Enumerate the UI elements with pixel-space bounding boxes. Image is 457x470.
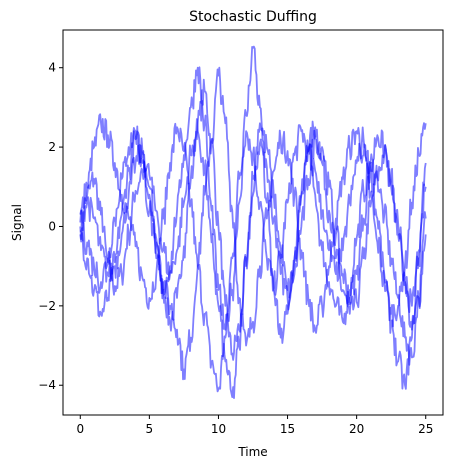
plot-area-frame	[62, 29, 444, 416]
y-tick-label: 4	[48, 61, 56, 75]
y-tick-label: 2	[48, 140, 56, 154]
x-tick-label: 20	[349, 422, 364, 436]
x-tick-label: 10	[211, 422, 226, 436]
x-tick-label: 25	[418, 422, 433, 436]
x-axis-ticks: 0 5 10 15 20 25	[76, 415, 433, 436]
y-tick-label: −4	[38, 378, 56, 392]
y-tick-label: 0	[48, 219, 56, 233]
y-axis-ticks: −4 −2 0 2 4	[38, 61, 63, 392]
x-tick-label: 0	[76, 422, 84, 436]
x-tick-label: 15	[280, 422, 295, 436]
chart-title: Stochastic Duffing	[189, 9, 317, 25]
y-axis-label: Signal	[10, 204, 24, 241]
series-layer	[79, 45, 427, 399]
series-line-5	[79, 45, 427, 390]
x-axis-label: Time	[237, 445, 267, 459]
series-line-1	[79, 78, 427, 361]
y-tick-label: −2	[38, 299, 56, 313]
x-tick-label: 5	[146, 422, 154, 436]
